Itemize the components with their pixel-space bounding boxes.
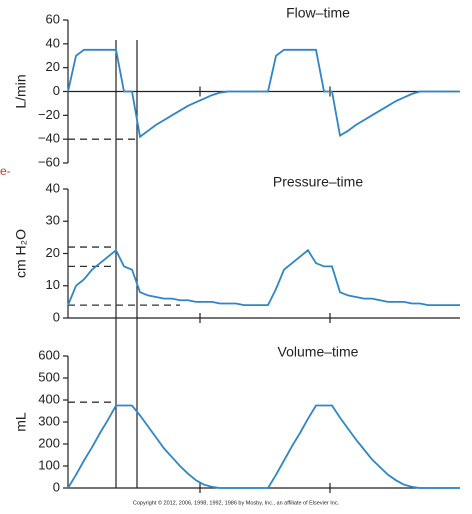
data-line [67, 404, 460, 489]
y-tick-label: 100 [38, 457, 60, 472]
y-tick-label: 10 [46, 277, 60, 292]
y-tick-label: −60 [38, 154, 60, 169]
y-tick-label: 30 [46, 213, 60, 228]
y-tick-label: −40 [38, 131, 60, 146]
y-tick-label: 20 [46, 245, 60, 260]
y-tick-label: 500 [38, 369, 60, 384]
y-tick-label: 40 [46, 35, 60, 50]
y-tick-label: 60 [46, 11, 60, 26]
side-note: e- [0, 164, 11, 178]
panel-title: Volume–time [278, 344, 359, 360]
y-tick-label: 300 [38, 413, 60, 428]
panel-title: Pressure–time [273, 174, 363, 190]
y-tick-label: 400 [38, 391, 60, 406]
y-tick-label: 0 [53, 309, 60, 324]
y-tick-label: −20 [38, 107, 60, 122]
data-line [67, 48, 460, 139]
y-tick-label: 200 [38, 435, 60, 450]
y-tick-label: 600 [38, 347, 60, 362]
y-axis-label: L/min [13, 74, 29, 108]
y-axis-label: mL [13, 412, 29, 432]
y-tick-label: 20 [46, 59, 60, 74]
y-axis-label: cm H₂O [13, 229, 29, 278]
y-tick-label: 0 [53, 83, 60, 98]
y-tick-label: 0 [53, 479, 60, 494]
panel-title: Flow–time [286, 5, 350, 21]
y-tick-label: 40 [46, 180, 60, 195]
copyright: Copyright © 2012, 2006, 1998, 1992, 1986… [133, 499, 340, 506]
data-line [67, 248, 460, 306]
